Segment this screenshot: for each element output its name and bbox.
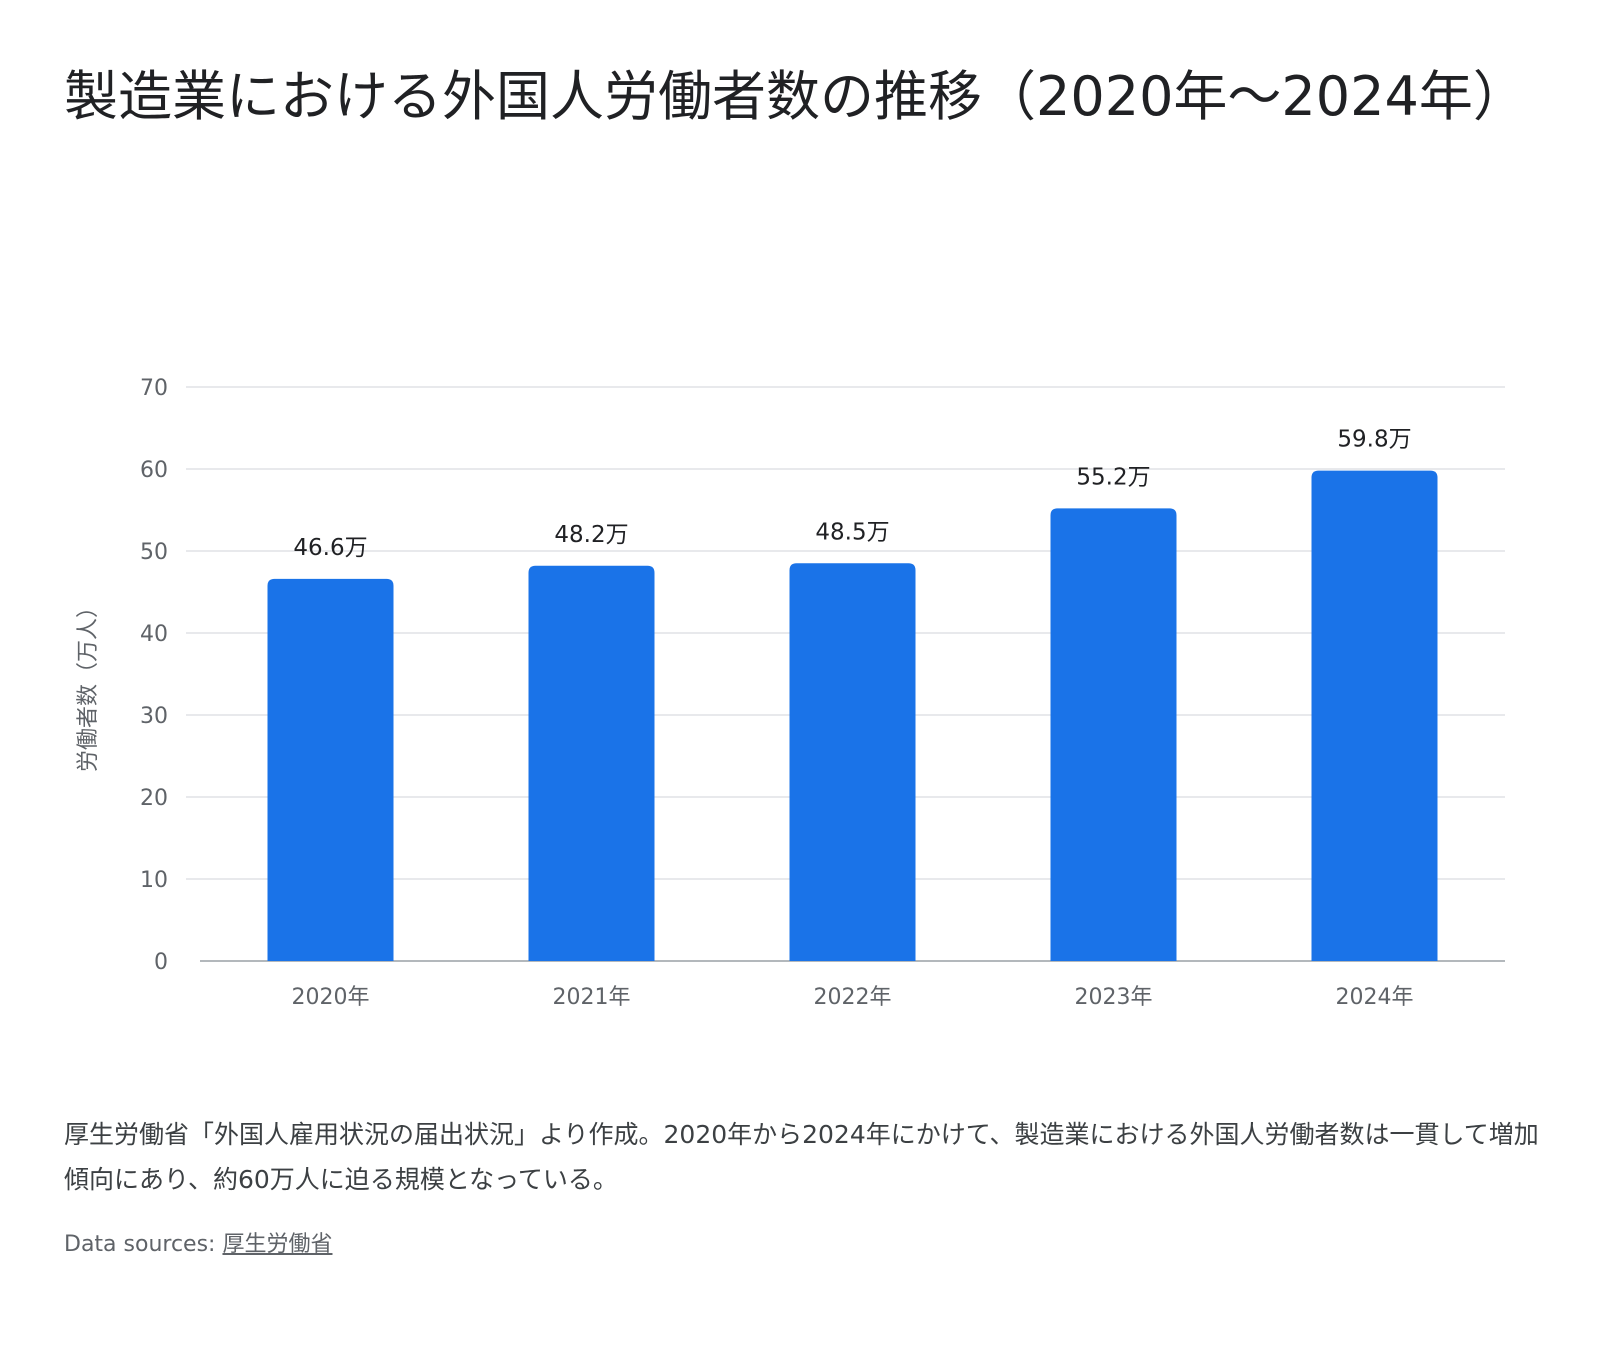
x-tick-label: 2020年 bbox=[292, 985, 370, 1010]
bar bbox=[528, 565, 655, 961]
bar bbox=[1050, 508, 1177, 961]
y-tick-label: 0 bbox=[154, 950, 168, 975]
chart-title: 製造業における外国人労働者数の推移（2020年〜2024年） bbox=[64, 65, 1527, 128]
data-label: 55.2万 bbox=[1076, 464, 1150, 490]
data-label: 48.2万 bbox=[554, 522, 628, 548]
data-source-link[interactable]: 厚生労働省 bbox=[222, 1232, 333, 1257]
data-sources-prefix: Data sources: bbox=[64, 1232, 216, 1257]
y-tick-label: 60 bbox=[140, 458, 168, 483]
y-tick-label: 30 bbox=[140, 704, 168, 729]
x-tick-label: 2022年 bbox=[814, 985, 892, 1010]
bar-chart: 0 10 20 30 40 50 60 70 46.6万 48.2万 48.5万 55.2万 59.8… bbox=[76, 376, 1505, 1010]
bar bbox=[267, 578, 394, 961]
x-axis-ticks: 2020年 2021年 2022年 2023年 2024年 bbox=[292, 985, 1414, 1010]
y-axis-ticks: 0 10 20 30 40 50 60 70 bbox=[140, 376, 168, 975]
y-axis-label: 労働者数（万人） bbox=[76, 596, 101, 772]
x-tick-label: 2024年 bbox=[1336, 985, 1414, 1010]
y-tick-label: 10 bbox=[140, 868, 168, 893]
data-labels: 46.6万 48.2万 48.5万 55.2万 59.8万 bbox=[293, 427, 1411, 561]
data-label: 59.8万 bbox=[1337, 427, 1411, 453]
data-label: 46.6万 bbox=[293, 535, 367, 561]
x-tick-label: 2021年 bbox=[553, 985, 631, 1010]
y-tick-label: 20 bbox=[140, 786, 168, 811]
y-tick-label: 50 bbox=[140, 540, 168, 565]
x-tick-label: 2023年 bbox=[1075, 985, 1153, 1010]
data-label: 48.5万 bbox=[815, 519, 889, 545]
chart-description: 厚生労働省「外国人雇用状況の届出状況」より作成。2020年から2024年にかけて… bbox=[64, 1120, 1539, 1194]
bars bbox=[267, 470, 1438, 961]
y-tick-label: 40 bbox=[140, 622, 168, 647]
bar bbox=[1311, 470, 1438, 961]
bar bbox=[789, 563, 916, 961]
data-sources: Data sources: 厚生労働省 bbox=[64, 1226, 332, 1258]
y-tick-label: 70 bbox=[140, 376, 168, 401]
